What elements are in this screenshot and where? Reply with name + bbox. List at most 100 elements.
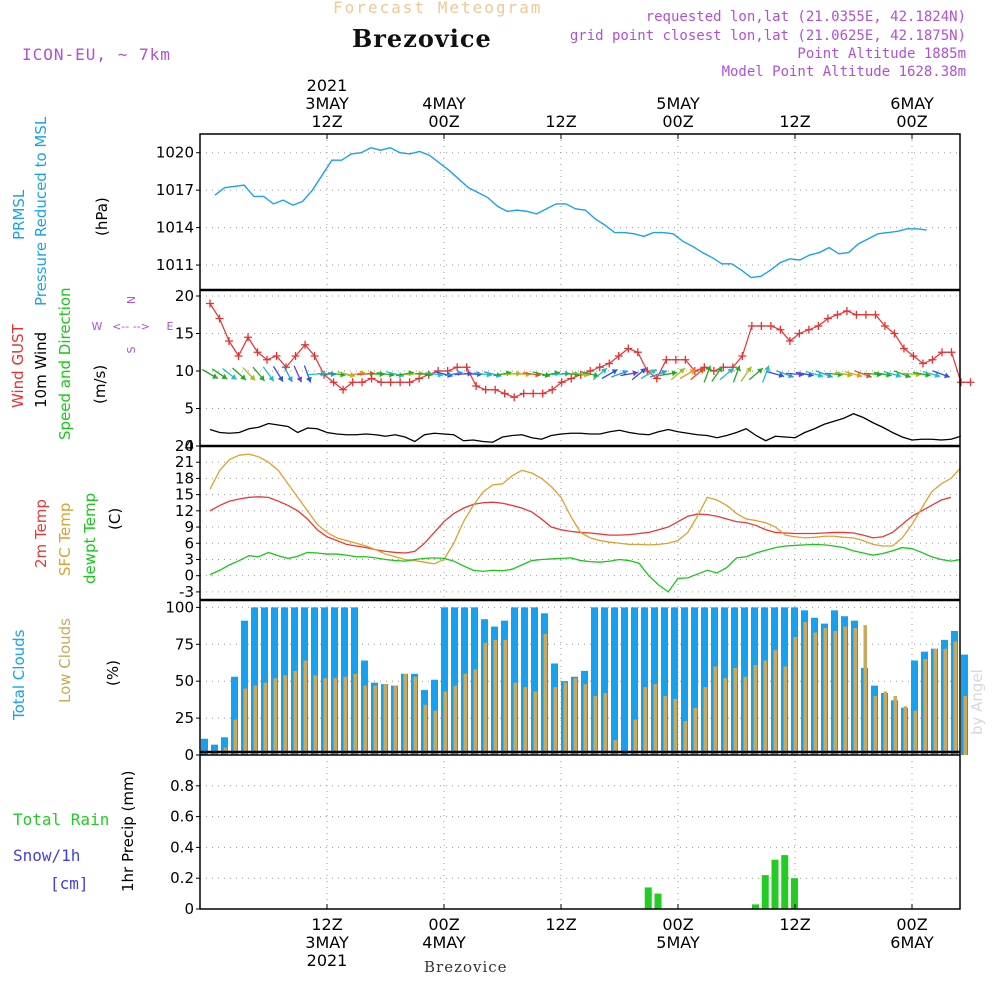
y-tick-label: 0.6 bbox=[170, 808, 194, 826]
low-clouds-bar bbox=[423, 704, 427, 755]
wind-arrow-head bbox=[211, 373, 218, 379]
wind-gust-marker bbox=[519, 389, 528, 398]
low-clouds-bar bbox=[743, 676, 747, 755]
y-tick-label: 21 bbox=[175, 453, 194, 471]
wind-gust-marker bbox=[909, 352, 918, 360]
wind-10m-line bbox=[209, 413, 961, 443]
model-altitude: Model Point Altitude 1628.38m bbox=[721, 64, 966, 80]
low-clouds-bar bbox=[393, 685, 397, 755]
low-clouds-bar bbox=[953, 641, 957, 755]
time-axis-bottom-label: 00Z bbox=[662, 915, 693, 934]
wind-gust-marker bbox=[624, 344, 633, 353]
wind-gust-marker bbox=[472, 382, 481, 390]
total-clouds-bar bbox=[231, 676, 238, 755]
time-axis-bottom-label: 4MAY bbox=[422, 933, 466, 952]
wind-gust-marker bbox=[538, 389, 547, 398]
low-clouds-bar bbox=[483, 642, 487, 755]
wind-gust-marker bbox=[510, 393, 519, 402]
wind-gust-marker bbox=[681, 355, 690, 364]
y-tick-label: 50 bbox=[175, 672, 194, 690]
wind-gust-marker bbox=[301, 340, 310, 349]
time-axis-bottom-label: 5MAY bbox=[656, 933, 700, 952]
wind-direction-arrow bbox=[659, 370, 678, 377]
wind-gust-marker bbox=[263, 355, 272, 364]
temp-sfc-line bbox=[209, 453, 962, 565]
low-clouds-bar bbox=[873, 695, 877, 755]
precip-bar bbox=[771, 859, 779, 909]
low-clouds-bar bbox=[523, 687, 527, 755]
low-clouds-bar bbox=[453, 685, 457, 755]
wind-arrow-head bbox=[865, 372, 872, 379]
total-clouds-bar bbox=[261, 607, 268, 755]
model-name: ICON-EU, ~ 7km bbox=[22, 45, 171, 64]
wind-arrow-head bbox=[622, 369, 628, 376]
wind-direction-arrow bbox=[222, 367, 237, 381]
low-clouds-bar bbox=[933, 648, 937, 755]
grid-coords: grid point closest lon,lat (21.0625E, 42… bbox=[569, 28, 966, 44]
wind-gust-marker bbox=[386, 378, 395, 387]
wind-direction-arrow bbox=[762, 365, 770, 383]
temp-unit: (C) bbox=[106, 508, 124, 530]
wind-gust-marker bbox=[358, 378, 367, 387]
wind-arrow-head bbox=[661, 369, 667, 376]
wind-direction-arrow bbox=[201, 368, 219, 380]
precip-bar bbox=[644, 887, 652, 909]
wind-gust-marker bbox=[215, 314, 224, 323]
y-tick-label: 9 bbox=[184, 518, 194, 536]
precip-bar bbox=[752, 904, 759, 909]
compass-s: S bbox=[125, 346, 138, 353]
y-tick-label: 0.2 bbox=[170, 869, 194, 887]
low-clouds-bar bbox=[273, 678, 277, 755]
wind-gust-marker bbox=[795, 329, 804, 338]
low-clouds-bar bbox=[793, 636, 797, 755]
wind-arrow-head bbox=[306, 376, 312, 383]
low-clouds-bar bbox=[463, 673, 467, 755]
time-axis-top-label: 4MAY bbox=[422, 94, 466, 113]
low-clouds-bar bbox=[673, 698, 677, 755]
wind-direction-arrow bbox=[922, 371, 941, 378]
wind-direction-arrow bbox=[690, 367, 705, 381]
wind-gust-marker bbox=[491, 385, 500, 394]
wind-arrow-head bbox=[716, 366, 723, 373]
wind-arrow-head bbox=[826, 372, 833, 379]
y-tick-label: 18 bbox=[175, 469, 194, 487]
total-clouds-bar bbox=[601, 607, 608, 755]
wind-gust-marker bbox=[605, 359, 614, 368]
low-clouds-bar bbox=[903, 706, 907, 755]
wind-arrow-head bbox=[296, 376, 303, 383]
wind-gust-marker bbox=[348, 378, 357, 387]
location-title: Brezovice bbox=[352, 24, 492, 53]
compass-arrows: <-- --> bbox=[112, 320, 150, 333]
y-tick-label: 12 bbox=[175, 502, 194, 520]
y-tick-label: 15 bbox=[175, 325, 194, 343]
total-clouds-bar bbox=[661, 607, 668, 755]
wind-gust-label: Wind GUST bbox=[9, 323, 27, 408]
low-clouds-bar bbox=[813, 632, 817, 755]
wind-10m-label: 10m Wind bbox=[32, 332, 50, 408]
wind-gust-marker bbox=[823, 314, 832, 323]
low-clouds-bar bbox=[763, 660, 767, 755]
y-tick-label: 20 bbox=[175, 287, 194, 305]
low-clouds-bar bbox=[683, 721, 687, 755]
wind-gust-marker bbox=[396, 378, 405, 387]
low-clouds-bar bbox=[433, 710, 437, 755]
wind-arrow-head bbox=[787, 372, 794, 379]
wind-gust-marker bbox=[804, 325, 813, 334]
wind-direction-arrow bbox=[592, 367, 608, 381]
low-clouds-bar bbox=[913, 710, 917, 755]
low-clouds-bar bbox=[663, 695, 667, 755]
wind-gust-marker bbox=[443, 367, 452, 375]
low-clouds-bar bbox=[303, 660, 307, 755]
pressure-unit: (hPa) bbox=[93, 197, 111, 236]
wind-arrow-head bbox=[817, 372, 824, 378]
low-clouds-bar bbox=[313, 675, 317, 755]
watermark: by Angel bbox=[968, 669, 986, 735]
total-clouds-bar bbox=[671, 607, 678, 755]
low-clouds-bar bbox=[583, 684, 587, 755]
wind-gust-marker bbox=[377, 378, 386, 387]
wind-direction-arrow bbox=[211, 368, 228, 380]
total-clouds-bar bbox=[701, 607, 708, 755]
low-clouds-bar bbox=[443, 691, 447, 755]
time-axis-bottom-label: 00Z bbox=[428, 915, 459, 934]
time-axis-bottom-label: 6MAY bbox=[890, 933, 934, 952]
